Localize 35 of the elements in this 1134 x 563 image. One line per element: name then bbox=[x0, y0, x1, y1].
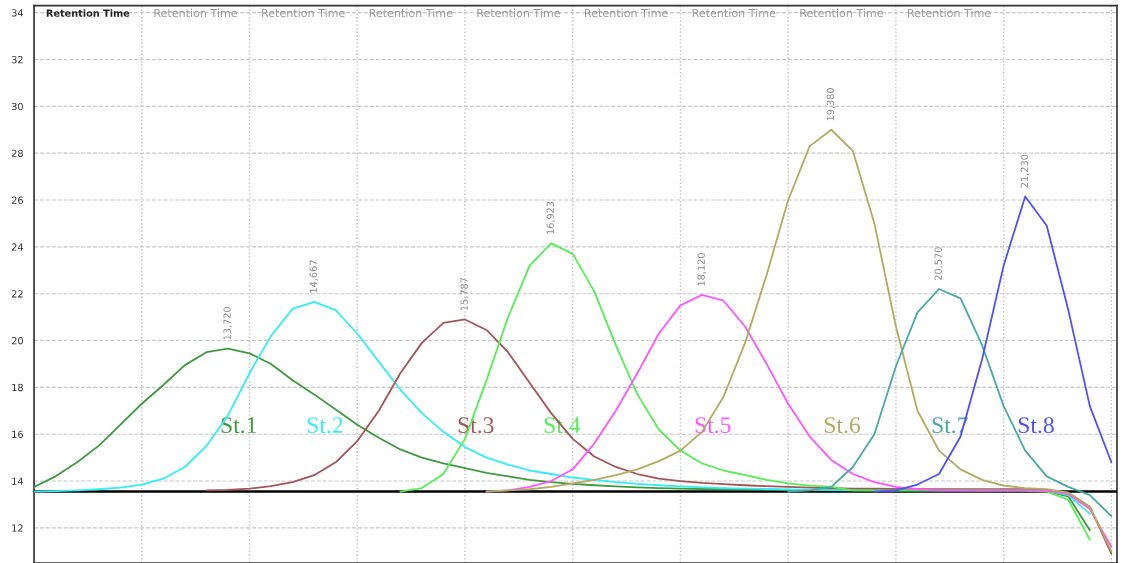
y-tick-label: 30 bbox=[11, 102, 23, 111]
y-tick-label: 22 bbox=[11, 290, 23, 298]
annotation: Retention Time bbox=[800, 8, 883, 18]
annotation: 21,230 bbox=[1020, 154, 1030, 188]
text: St.6 bbox=[824, 417, 861, 434]
annotation: Retention Time bbox=[908, 8, 991, 18]
annotation: 13,720 bbox=[223, 307, 232, 340]
y-tick-label: 26 bbox=[11, 196, 23, 204]
annotation: Retention Time bbox=[46, 9, 130, 17]
annotation: Retention Time bbox=[154, 8, 238, 18]
y-tick-label: 32 bbox=[11, 55, 23, 64]
y-tick-label: 12 bbox=[12, 524, 23, 532]
y-tick-label: 28 bbox=[11, 149, 23, 157]
line-series bbox=[873, 195, 1113, 493]
annotation: Retention Time bbox=[692, 8, 776, 18]
annotation: 20,570 bbox=[934, 247, 943, 280]
y-tick-label: 20 bbox=[11, 337, 23, 345]
annotation: 18,120 bbox=[697, 253, 706, 286]
annotation: Retention Time bbox=[262, 8, 345, 18]
annotation: Retention Time bbox=[477, 8, 561, 18]
y-tick-label: 18 bbox=[12, 383, 23, 392]
series-label: St.8 bbox=[1018, 417, 1054, 434]
y-tick-label: 24 bbox=[11, 243, 24, 251]
annotation: 19,380 bbox=[826, 88, 836, 121]
annotation: 15,787 bbox=[460, 277, 469, 311]
annotation: Retention Time bbox=[369, 8, 453, 18]
annotation: 16,923 bbox=[546, 201, 555, 234]
text: St.2 bbox=[307, 417, 343, 434]
annotation: 14,667 bbox=[309, 260, 318, 293]
line-series bbox=[787, 288, 1113, 518]
y-tick-label: 16 bbox=[12, 430, 23, 439]
text: St.1 bbox=[221, 417, 256, 434]
y-tick-label: 34 bbox=[11, 9, 24, 17]
annotation: Retention Time bbox=[585, 8, 668, 18]
y-tick-label: 14 bbox=[12, 477, 24, 485]
